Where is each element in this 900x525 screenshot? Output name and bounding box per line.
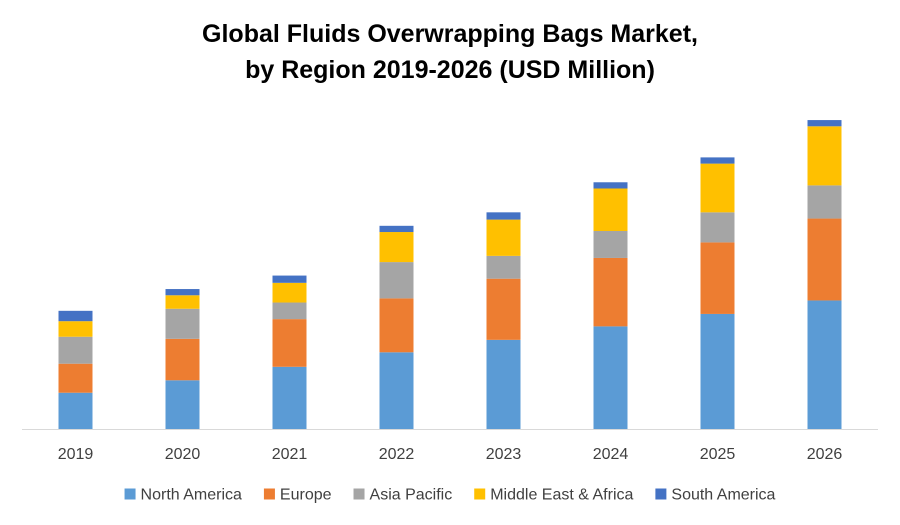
legend-swatch-north-america: [124, 488, 136, 500]
x-tick-label-2023: 2023: [486, 446, 522, 463]
bar-segment-2023-north-america: [486, 339, 521, 429]
chart-title-line-1: Global Fluids Overwrapping Bags Market,: [202, 20, 698, 48]
x-tick-label-2025: 2025: [700, 446, 736, 463]
bar-segment-2026-north-america: [807, 300, 842, 429]
x-tick-label-2026: 2026: [807, 446, 843, 463]
bar-segment-2024-asia-pacific: [593, 230, 628, 258]
bar-segment-2019-europe: [58, 363, 93, 393]
bar-segment-2019-south-america: [58, 310, 93, 322]
x-tick-label-2022: 2022: [379, 446, 415, 463]
bar-segment-2019-middle-east-africa: [58, 321, 93, 337]
x-tick-label-2019: 2019: [58, 446, 94, 463]
bar-segment-2020-south-america: [165, 289, 200, 296]
legend-label-europe: Europe: [280, 487, 332, 504]
bar-segment-2025-south-america: [700, 157, 735, 164]
x-tick-label-2021: 2021: [272, 446, 308, 463]
bar-segment-2025-middle-east-africa: [700, 163, 735, 213]
bar-segment-2020-asia-pacific: [165, 308, 200, 339]
bar-segment-2023-europe: [486, 278, 521, 340]
bar-segment-2021-europe: [272, 319, 307, 367]
bar-segment-2026-middle-east-africa: [807, 126, 842, 186]
bar-segment-2019-north-america: [58, 392, 93, 429]
legend: North America Europe Asia Pacific Middle Ea…: [124, 487, 776, 504]
bar-segment-2022-middle-east-africa: [379, 232, 414, 263]
bar-segment-2022-europe: [379, 298, 414, 353]
bar-segment-2023-south-america: [486, 212, 521, 220]
bar-segment-2021-north-america: [272, 366, 307, 429]
bar-segment-2024-north-america: [593, 326, 628, 429]
bar-segment-2023-middle-east-africa: [486, 219, 521, 256]
bar-segment-2024-middle-east-africa: [593, 188, 628, 231]
legend-label-north-america: North America: [141, 487, 242, 504]
x-tick-labels: 2019 2020 2021 2022 2023 2024 2025 2026: [58, 446, 843, 463]
bar-segment-2024-europe: [593, 257, 628, 327]
bar-segment-2019-asia-pacific: [58, 336, 93, 364]
bar-segment-2025-europe: [700, 242, 735, 314]
bar-segment-2021-middle-east-africa: [272, 282, 307, 303]
bar-segment-2024-south-america: [593, 182, 628, 189]
legend-label-middle-east-africa: Middle East & Africa: [490, 487, 633, 504]
x-tick-label-2024: 2024: [593, 446, 629, 463]
bar-segment-2026-asia-pacific: [807, 185, 842, 219]
bar-segment-2022-north-america: [379, 352, 414, 429]
legend-swatch-middle-east-africa: [474, 488, 486, 500]
bar-segment-2020-europe: [165, 338, 200, 381]
bar-segment-2026-south-america: [807, 120, 842, 127]
bar-segment-2025-asia-pacific: [700, 212, 735, 243]
bar-segment-2020-north-america: [165, 380, 200, 429]
bar-segment-2020-middle-east-africa: [165, 295, 200, 309]
bar-segment-2023-asia-pacific: [486, 255, 521, 279]
bar-segment-2025-north-america: [700, 313, 735, 429]
x-tick-label-2020: 2020: [165, 446, 201, 463]
bar-segment-2022-south-america: [379, 225, 414, 233]
bars-layer: [58, 120, 842, 429]
bar-segment-2021-south-america: [272, 275, 307, 283]
legend-swatch-south-america: [655, 488, 667, 500]
legend-swatch-asia-pacific: [353, 488, 365, 500]
bar-segment-2026-europe: [807, 218, 842, 301]
legend-swatch-europe: [263, 488, 275, 500]
bar-segment-2021-asia-pacific: [272, 302, 307, 320]
legend-label-south-america: South America: [671, 487, 775, 504]
chart-title-line-2: by Region 2019-2026 (USD Million): [245, 56, 655, 84]
legend-label-asia-pacific: Asia Pacific: [370, 487, 453, 504]
bar-segment-2022-asia-pacific: [379, 262, 414, 299]
